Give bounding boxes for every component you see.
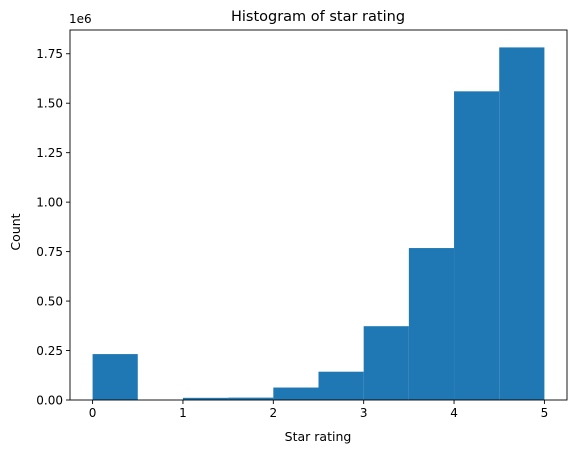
histogram-bar bbox=[499, 47, 545, 400]
x-axis-label: Star rating bbox=[285, 429, 352, 444]
y-axis-offset-label: 1e6 bbox=[69, 12, 92, 26]
x-axis-ticks: 0 1 2 3 4 5 bbox=[89, 400, 548, 420]
histogram-bar bbox=[228, 397, 274, 400]
histogram-bar bbox=[92, 354, 138, 400]
histogram-bar bbox=[363, 326, 409, 400]
y-axis-label: Count bbox=[8, 213, 23, 250]
plot-frame bbox=[69, 29, 568, 401]
y-tick-label: 1.00 bbox=[36, 195, 63, 209]
y-tick-label: 1.75 bbox=[36, 47, 63, 61]
histogram-bar bbox=[273, 387, 319, 400]
x-tick-label: 0 bbox=[89, 406, 97, 420]
x-tick-label: 4 bbox=[450, 406, 458, 420]
y-tick-label: 0.50 bbox=[36, 294, 63, 308]
y-axis-ticks: 0.00 0.25 0.50 0.75 1.00 1.25 1.50 1.75 bbox=[36, 47, 70, 407]
y-tick-label: 0.00 bbox=[36, 393, 63, 407]
bars-group bbox=[92, 47, 545, 400]
x-tick-label: 5 bbox=[541, 406, 549, 420]
histogram-bar bbox=[408, 248, 455, 400]
histogram-bar bbox=[454, 91, 500, 400]
y-tick-label: 1.25 bbox=[36, 146, 63, 160]
y-tick-label: 0.25 bbox=[36, 344, 63, 358]
x-tick-label: 2 bbox=[269, 406, 277, 420]
x-tick-label: 3 bbox=[360, 406, 368, 420]
chart-title: Histogram of star rating bbox=[231, 9, 405, 25]
y-tick-label: 1.50 bbox=[36, 97, 63, 111]
x-tick-label: 1 bbox=[179, 406, 187, 420]
histogram-bar bbox=[182, 397, 229, 400]
histogram-bar bbox=[318, 371, 364, 400]
y-tick-label: 0.75 bbox=[36, 245, 63, 259]
